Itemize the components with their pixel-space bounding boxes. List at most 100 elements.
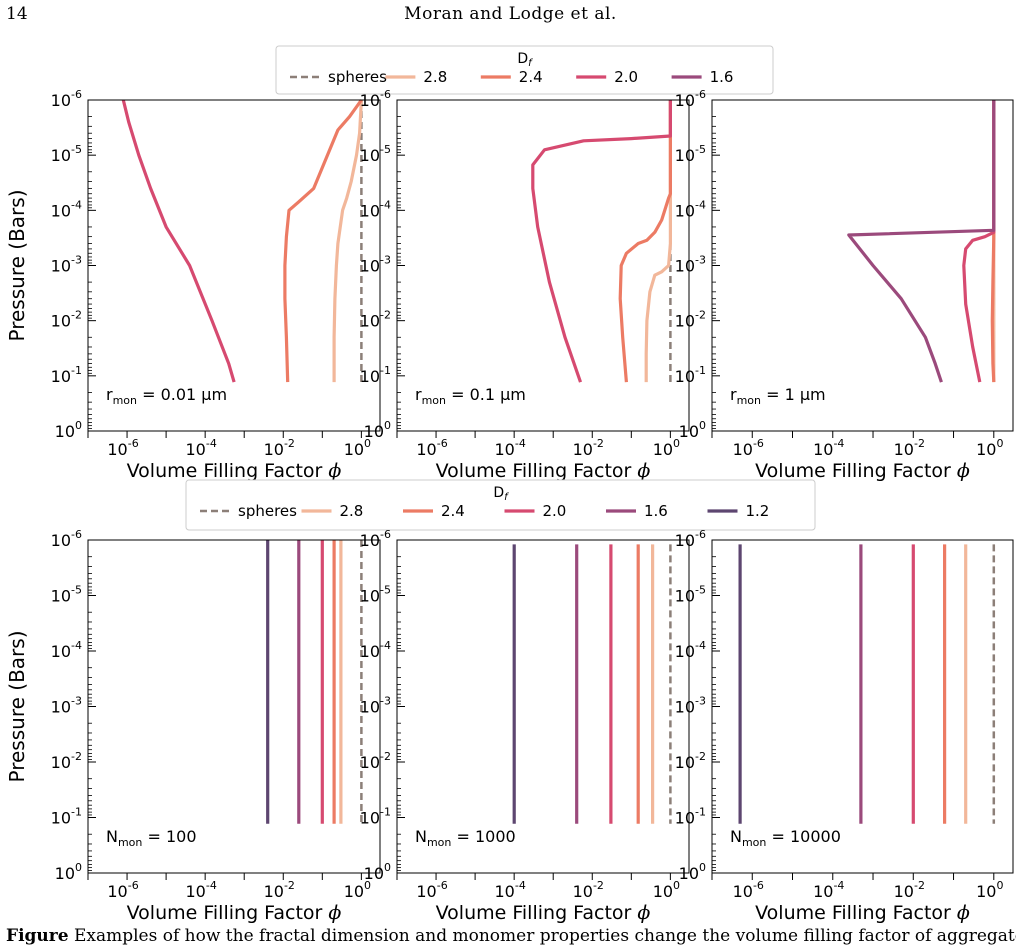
x-tick-label: 10-4 (494, 437, 525, 459)
y-tick-label: 10-5 (675, 584, 706, 606)
x-tick-label: 10-6 (733, 437, 764, 459)
y-tick-label: 100 (364, 861, 391, 883)
y-tick-label: 10-3 (675, 695, 706, 717)
y-tick-label: 10-1 (51, 806, 82, 828)
y-tick-label: 10-3 (360, 254, 391, 276)
legend-entry-2.4: 2.4 (441, 502, 465, 520)
y-tick-label: 10-5 (360, 143, 391, 165)
series-line-2.8 (332, 99, 363, 383)
legend-entry-2.0: 2.0 (543, 502, 567, 520)
x-axis-label: Volume Filling Factor ϕ (436, 460, 651, 482)
series-line-2.4 (618, 100, 673, 383)
y-tick-label: 10-6 (360, 88, 391, 110)
panel-annotation: Nmon = 10000 (730, 827, 841, 849)
y-tick-label: 10-4 (360, 639, 391, 661)
y-tick-label: 10-5 (51, 584, 82, 606)
y-tick-label: 10-2 (675, 750, 706, 772)
legend-entry-1.6: 1.6 (710, 68, 734, 86)
y-tick-label: 10-4 (675, 639, 706, 661)
x-tick-label: 10-2 (264, 879, 295, 901)
x-tick-label: 10-2 (894, 437, 925, 459)
x-tick-label: 10-6 (416, 879, 447, 901)
plot-frame (87, 539, 381, 874)
y-tick-label: 100 (55, 419, 82, 441)
y-tick-label: 100 (55, 861, 82, 883)
x-tick-label: 100 (653, 879, 680, 901)
y-tick-label: 10-5 (51, 143, 82, 165)
y-tick-label: 10-3 (675, 254, 706, 276)
x-tick-label: 10-6 (107, 437, 138, 459)
y-tick-label: 10-4 (675, 198, 706, 220)
series-line-2.0 (121, 99, 236, 383)
y-tick-label: 10-5 (675, 143, 706, 165)
legend-frame (185, 479, 816, 531)
legend-entry-1.2: 1.2 (746, 502, 770, 520)
y-tick-label: 10-6 (675, 528, 706, 550)
panel-annotation: Nmon = 1000 (415, 827, 516, 849)
x-axis-label: Volume Filling Factor ϕ (436, 902, 651, 924)
x-tick-label: 10-4 (185, 879, 216, 901)
series-line-2.8 (644, 100, 673, 383)
x-tick-label: 10-6 (733, 879, 764, 901)
y-tick-label: 10-1 (360, 364, 391, 386)
y-tick-label: 10-4 (51, 639, 82, 661)
panel-top-right: 10-6 10-5 10-4 10-3 10-2 10-1 100 10-6 10-4 10-2 1… (675, 88, 1014, 482)
legend-entry-2.4: 2.4 (519, 68, 543, 86)
panel-annotation: Nmon = 100 (106, 827, 197, 849)
legend-entry-spheres: spheres (328, 68, 387, 86)
figure: 10-6 10-5 10-4 10-3 10-2 10-1 100 10-6 10-4 10-2 1… (5, 45, 1014, 924)
y-tick-label: 10-2 (360, 750, 391, 772)
y-axis-label: Pressure (Bars) (5, 190, 29, 342)
x-tick-label: 100 (976, 437, 1003, 459)
series-line-2.0 (962, 100, 996, 383)
x-tick-label: 10-2 (894, 879, 925, 901)
y-tick-label: 10-4 (360, 198, 391, 220)
legend-entry-spheres: spheres (238, 502, 297, 520)
x-tick-label: 10-4 (813, 437, 844, 459)
legend-entry-1.6: 1.6 (644, 502, 668, 520)
x-axis-label: Volume Filling Factor ϕ (755, 902, 970, 924)
x-tick-label: 10-4 (494, 879, 525, 901)
y-tick-label: 10-3 (360, 695, 391, 717)
y-tick-label: 10-1 (51, 364, 82, 386)
y-tick-label: 10-6 (675, 88, 706, 110)
x-axis-label: Volume Filling Factor ϕ (755, 460, 970, 482)
x-tick-label: 10-2 (573, 437, 604, 459)
y-tick-label: 10-4 (51, 198, 82, 220)
series-line-1.6 (847, 100, 996, 383)
legend-frame (275, 45, 774, 95)
x-tick-label: 10-6 (107, 879, 138, 901)
y-tick-label: 100 (679, 861, 706, 883)
legend-entry-2.0: 2.0 (614, 68, 638, 86)
panel-bottom-middle: 10-6 10-5 10-4 10-3 10-2 10-1 100 10-6 10-4 10-2 1… (360, 528, 690, 924)
y-tick-label: 10-6 (51, 88, 82, 110)
x-tick-label: 10-2 (264, 437, 295, 459)
x-tick-label: 100 (653, 437, 680, 459)
legend-entry-2.8: 2.8 (423, 68, 447, 86)
page-number: 14 (6, 4, 28, 24)
caption-text: Examples of how the fractal dimension an… (73, 926, 1016, 946)
panel-bottom-right: 10-6 10-5 10-4 10-3 10-2 10-1 100 10-6 10-4 10-2 1… (675, 528, 1014, 924)
x-tick-label: 100 (976, 879, 1003, 901)
y-tick-label: 10-3 (51, 254, 82, 276)
x-tick-label: 10-2 (573, 879, 604, 901)
y-tick-label: 100 (364, 419, 391, 441)
y-tick-label: 10-2 (675, 309, 706, 331)
panel-annotation: rmon = 0.1 μm (415, 385, 526, 407)
x-axis-label: Volume Filling Factor ϕ (127, 460, 342, 482)
y-tick-label: 10-1 (675, 364, 706, 386)
panel-top-middle: 10-6 10-5 10-4 10-3 10-2 10-1 100 10-6 10-4 10-2 1… (360, 88, 690, 482)
y-tick-label: 10-1 (360, 806, 391, 828)
y-tick-label: 10-5 (360, 584, 391, 606)
x-tick-label: 10-4 (185, 437, 216, 459)
y-axis-label: Pressure (Bars) (5, 631, 29, 783)
y-tick-label: 10-6 (360, 528, 391, 550)
legend-entry-2.8: 2.8 (340, 502, 364, 520)
x-axis-label: Volume Filling Factor ϕ (127, 902, 342, 924)
y-tick-label: 10-3 (51, 695, 82, 717)
running-title: Moran and Lodge et al. (404, 4, 617, 24)
y-tick-label: 100 (679, 419, 706, 441)
